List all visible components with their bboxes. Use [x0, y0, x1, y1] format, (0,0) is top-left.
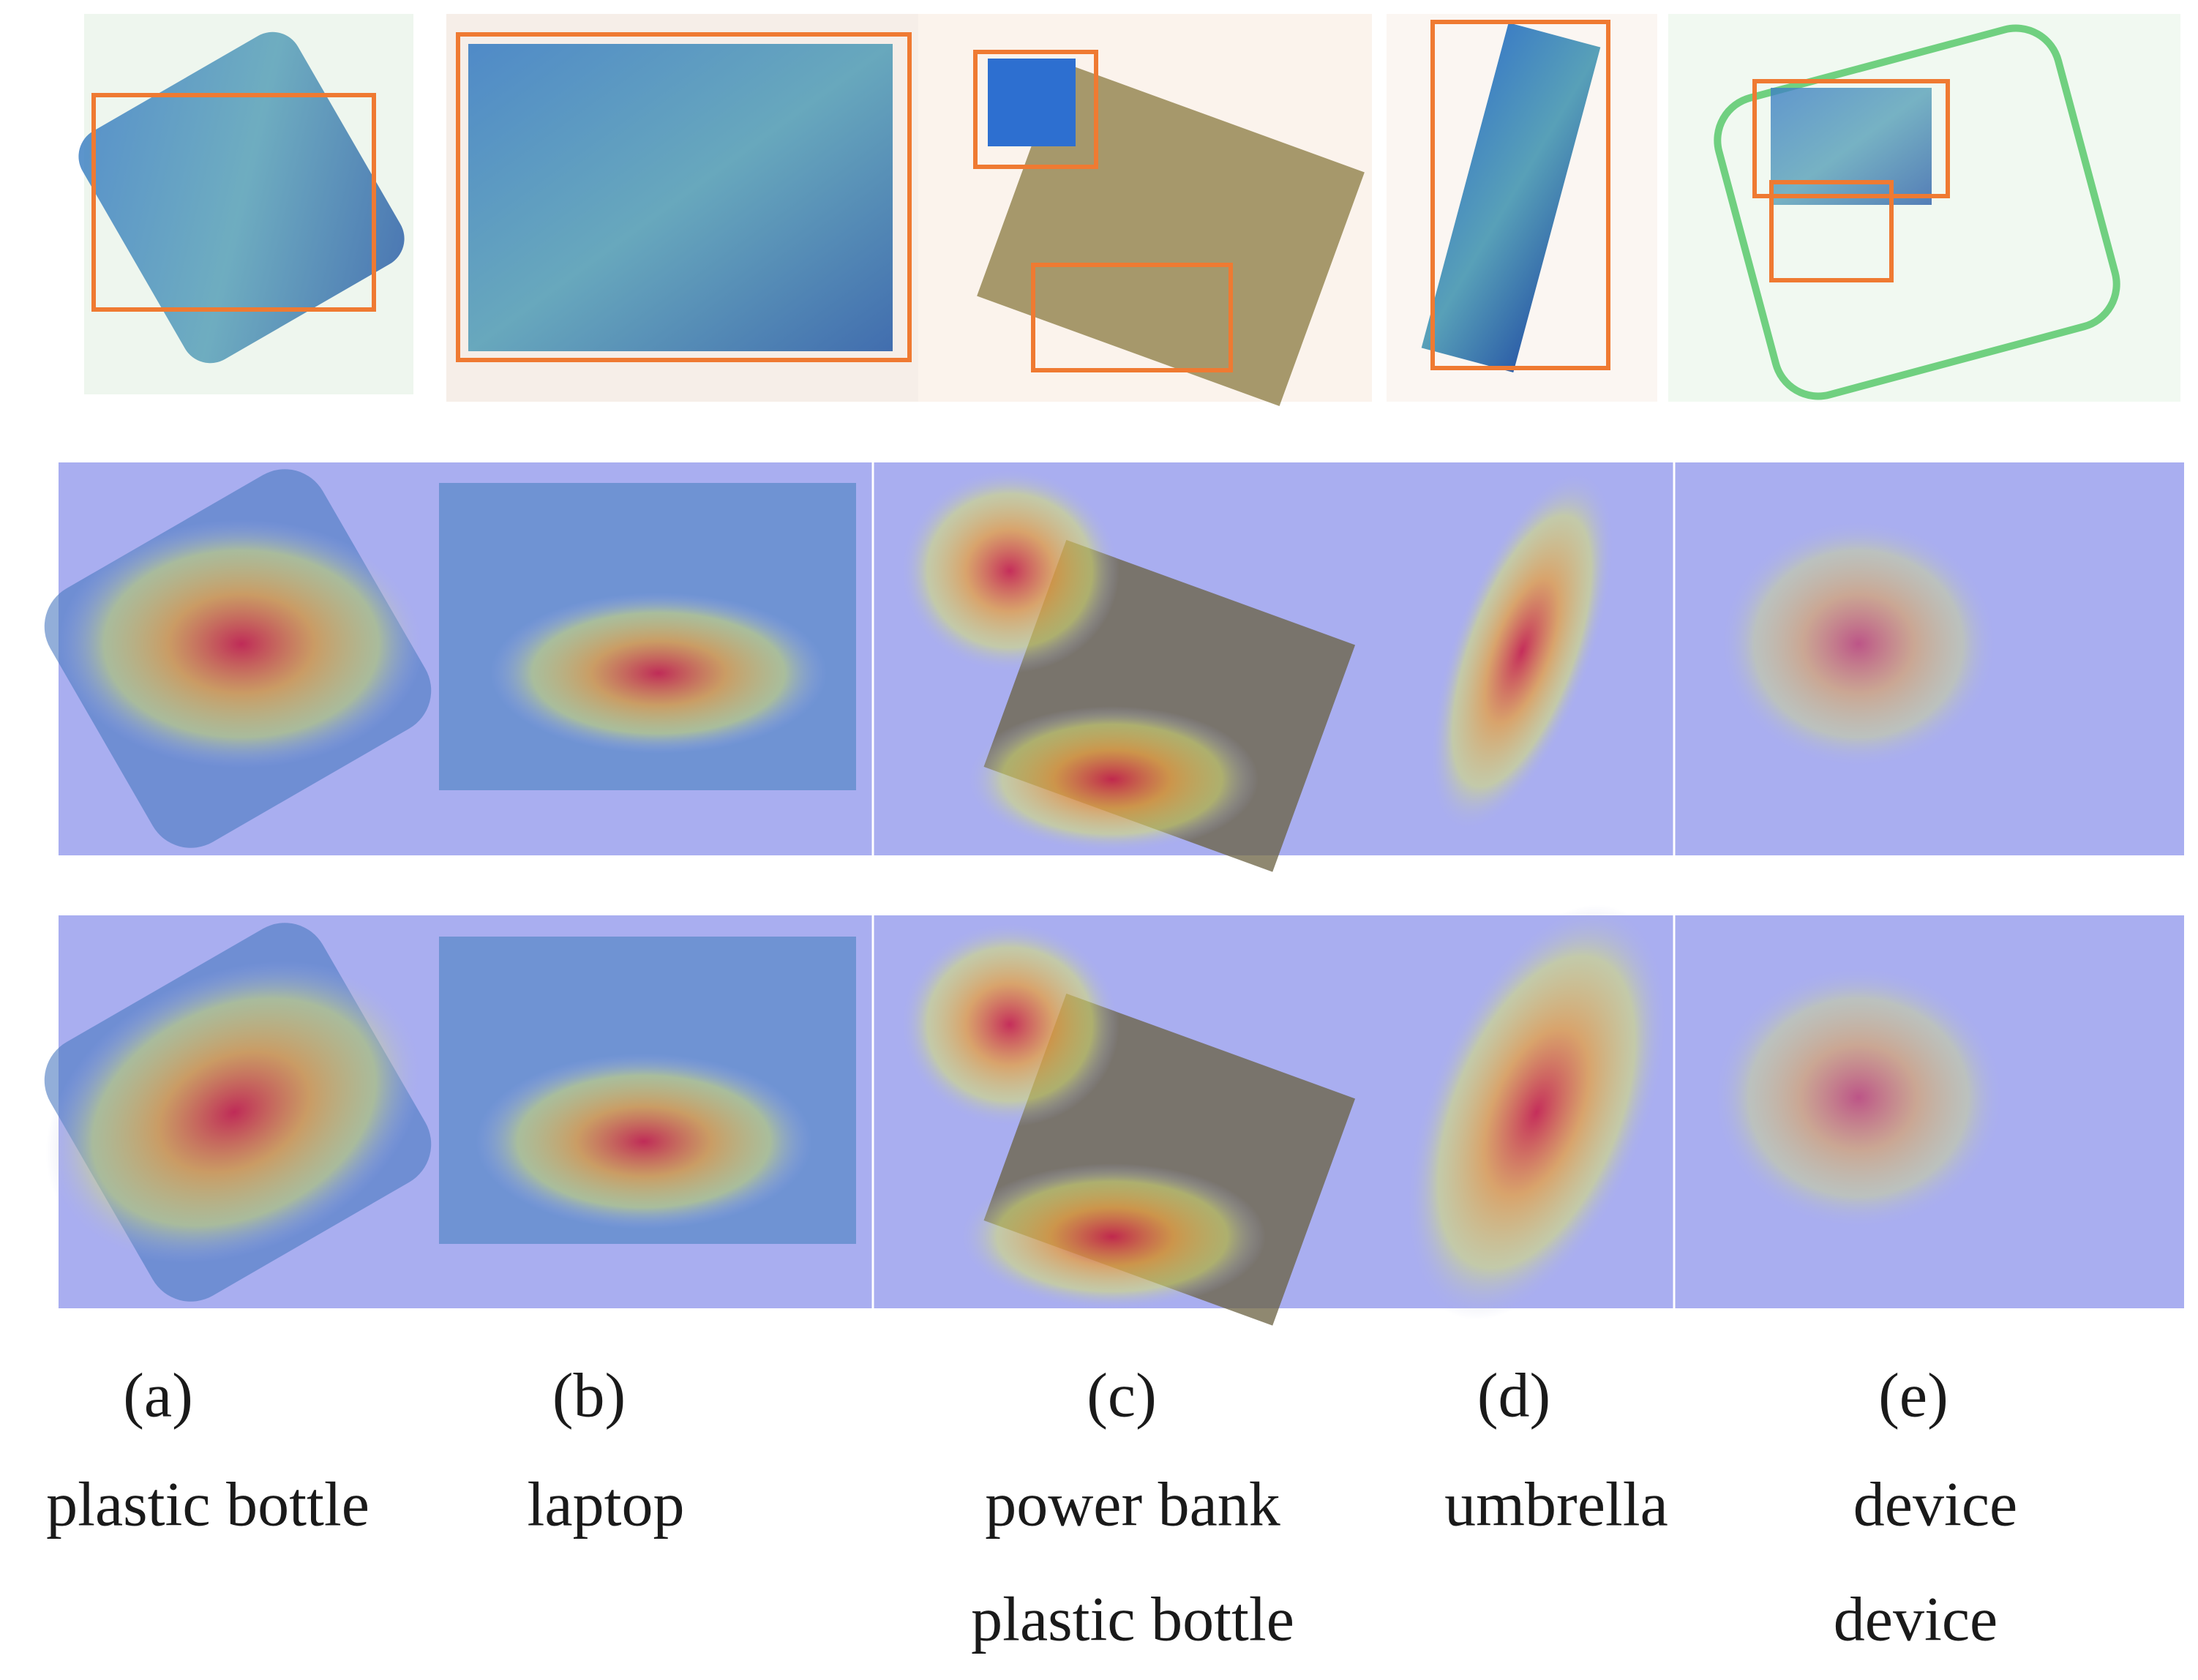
column-letter: (a): [123, 1360, 192, 1430]
heatmap-blob: [45, 961, 423, 1264]
heatmap-blob: [59, 520, 424, 768]
xray-object: [1714, 24, 2120, 400]
heatmap-blob: [1429, 470, 1615, 832]
bounding-box: [1769, 180, 1894, 282]
xray-object: [78, 31, 405, 364]
bounding-box: [456, 32, 912, 362]
column-letter: (c): [1087, 1360, 1156, 1430]
heatmap-blob: [1719, 520, 1998, 768]
row-heatmap-1: [44, 462, 2184, 872]
xray-object: [468, 44, 893, 351]
xray-object: [1421, 23, 1601, 372]
captions: (a) plastic bottle (b) laptop (c) power bank p…: [46, 1360, 2017, 1654]
heatmap-blob: [900, 468, 1119, 673]
heatmap-blob: [476, 1054, 812, 1229]
heatmap-blob: [959, 1163, 1266, 1310]
bounding-box: [91, 93, 376, 312]
heatmap-blob: [900, 922, 1119, 1127]
column-label: device: [1834, 1584, 1998, 1654]
bounding-box: [1752, 79, 1950, 198]
bounding-box: [973, 50, 1098, 169]
column-label: device: [1853, 1469, 2017, 1540]
heatmap-blob: [490, 593, 827, 754]
bounding-box: [1430, 20, 1610, 370]
column-label: laptop: [528, 1469, 685, 1540]
heatmap-blob: [966, 706, 1259, 852]
row-original: [78, 14, 2180, 406]
heatmap-blob: [1712, 966, 2005, 1229]
xray-object: [988, 59, 1076, 146]
bounding-box: [1031, 263, 1233, 372]
xray-image: [1668, 14, 2180, 402]
heatmap-blob: [1406, 904, 1668, 1320]
row-heatmap-2: [44, 904, 2184, 1326]
bounding-boxes: [91, 20, 1950, 372]
xray-object: [1771, 88, 1932, 205]
column-letter: (e): [1878, 1360, 1948, 1430]
xray-object: [977, 62, 1365, 406]
column-label: power bank: [985, 1469, 1280, 1540]
column-letter: (b): [552, 1360, 626, 1430]
column-label: plastic bottle: [971, 1584, 1294, 1654]
column-label: plastic bottle: [46, 1469, 370, 1540]
column-label: umbrella: [1444, 1469, 1668, 1540]
column-letter: (d): [1477, 1360, 1550, 1430]
